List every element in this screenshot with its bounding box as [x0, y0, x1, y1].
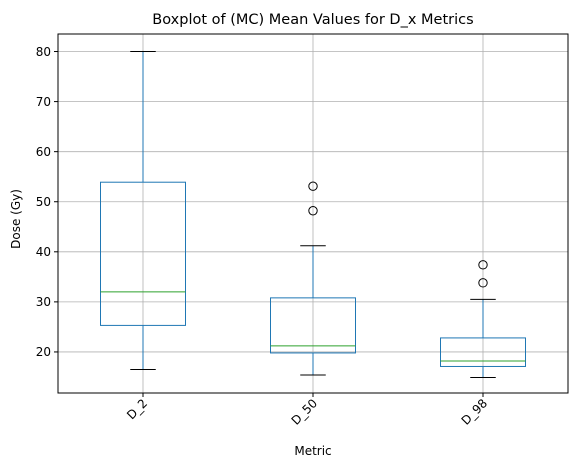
outlier-D_50-0 — [308, 206, 318, 216]
chart-title: Boxplot of (MC) Mean Values for D_x Metr… — [152, 12, 473, 28]
y-tick-label-60: 60 — [36, 145, 51, 159]
outlier-D_50-1 — [308, 181, 318, 191]
box-group-D_50 — [270, 181, 356, 376]
box-iqr-D_98 — [440, 337, 526, 367]
y-axis-label: Dose (Gy) — [9, 189, 23, 249]
boxes — [100, 51, 526, 378]
y-axis-ticks: 20 30 40 50 60 70 80 — [36, 45, 58, 359]
y-tick-label-30: 30 — [36, 295, 51, 309]
box-iqr-D_2 — [100, 181, 186, 326]
box-iqr-D_50 — [270, 297, 356, 354]
x-tick-label-D_2: D_2 — [124, 396, 150, 422]
outlier-D_98-1 — [478, 260, 488, 270]
y-tick-label-70: 70 — [36, 95, 51, 109]
y-tick-label-40: 40 — [36, 245, 51, 259]
x-axis-label: Metric — [294, 444, 331, 458]
y-tick-label-50: 50 — [36, 195, 51, 209]
y-tick-label-80: 80 — [36, 45, 51, 59]
x-tick-label-D_98: D_98 — [459, 396, 490, 427]
box-group-D_2 — [100, 51, 186, 370]
x-tick-label-D_50: D_50 — [289, 396, 320, 427]
outlier-D_98-0 — [478, 278, 488, 288]
box-group-D_98 — [440, 260, 526, 378]
y-tick-label-20: 20 — [36, 345, 51, 359]
grid-lines — [58, 34, 568, 393]
x-axis-ticks: D_2 D_50 D_98 — [124, 393, 490, 428]
